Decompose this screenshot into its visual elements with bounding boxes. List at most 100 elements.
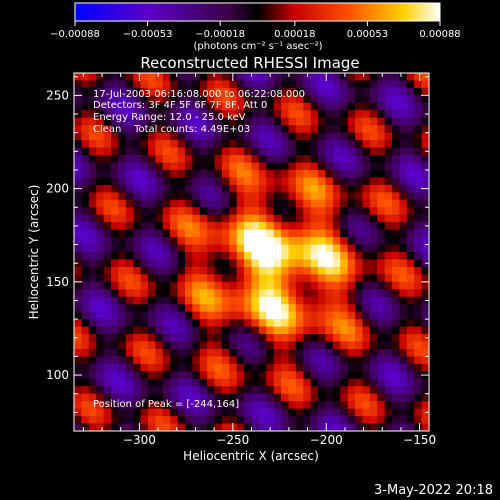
heatmap-cell [236,199,245,208]
heatmap-cell [347,259,356,268]
heatmap-cell [295,371,304,380]
heatmap-cell [221,73,230,82]
heatmap-cell [103,140,112,149]
heatmap-cell [88,363,97,372]
heatmap-cell [162,386,171,395]
heatmap-cell [303,304,312,313]
heatmap-cell [147,281,156,290]
heatmap-cell [207,132,216,141]
heatmap-cell [384,117,393,126]
heatmap-cell [266,416,275,425]
heatmap-cell [236,192,245,201]
heatmap-cell [266,371,275,380]
heatmap-cell [310,311,319,320]
heatmap-cell [177,147,186,156]
heatmap-cell [214,214,223,223]
heatmap-cell [369,214,378,223]
heatmap-cell [318,401,327,410]
heatmap-cell [207,371,216,380]
heatmap-cell [236,259,245,268]
heatmap-cell [162,341,171,350]
heatmap-cell [281,147,290,156]
heatmap-cell [318,416,327,425]
heatmap-cell [125,102,134,111]
heatmap-cell [214,281,223,290]
heatmap-cell [103,363,112,372]
heatmap-cell [325,363,334,372]
heatmap-cell [369,199,378,208]
heatmap-cell [399,73,408,82]
heatmap-cell [318,259,327,268]
heatmap-cell [295,117,304,126]
heatmap-cell [88,259,97,268]
heatmap-cell [332,237,341,246]
heatmap-cell [340,341,349,350]
heatmap-cell [81,162,90,171]
heatmap-cell [103,259,112,268]
heatmap-cell [340,416,349,425]
heatmap-cell [207,408,216,417]
heatmap-cell [392,326,401,335]
heatmap-cell [184,304,193,313]
heatmap-cell [162,80,171,89]
heatmap-cell [214,393,223,402]
heatmap-cell [125,169,134,179]
heatmap-cell [355,341,364,350]
heatmap-cell [273,192,282,201]
heatmap-cell [384,378,393,387]
heatmap-cell [273,222,282,231]
heatmap-cell [406,311,415,320]
heatmap-cell [347,162,356,171]
heatmap-cell [74,326,82,335]
heatmap-cell [362,289,371,298]
heatmap-cell [81,274,90,283]
heatmap-cell [88,110,97,119]
heatmap-cell [318,73,327,82]
heatmap-cell [184,95,193,104]
heatmap-cell [369,356,378,365]
heatmap-cell [392,87,401,96]
heatmap-cell [88,169,97,179]
heatmap-cell [325,416,334,425]
heatmap-cell [184,132,193,141]
heatmap-cell [399,192,408,201]
heatmap-cell [244,386,253,395]
heatmap-cell [340,378,349,387]
heatmap-cell [281,169,290,179]
heatmap-cell [392,281,401,290]
heatmap-cell [355,378,364,387]
heatmap-cell [318,177,327,186]
heatmap-cell [318,266,327,275]
heatmap-cell [192,423,201,431]
heatmap-cell [140,199,149,208]
heatmap-cell [221,177,230,186]
heatmap-cell [347,207,356,216]
x-tick-label: −200 [310,433,343,447]
heatmap-cell [421,125,429,134]
heatmap-cell [96,304,105,313]
heatmap-cell [369,162,378,171]
heatmap-cell [170,184,179,193]
heatmap-cell [251,222,260,231]
heatmap-cell [362,169,371,179]
heatmap-cell [118,423,127,431]
heatmap-cell [199,289,208,298]
heatmap-cell [392,110,401,119]
heatmap-cell [244,229,253,238]
heatmap-cell [177,304,186,313]
heatmap-cell [355,363,364,372]
heatmap-cell [177,259,186,268]
heatmap-cell [369,304,378,313]
heatmap-cell [118,214,127,223]
heatmap-cell [192,363,201,372]
heatmap-cell [118,162,127,171]
heatmap-cell [303,222,312,231]
heatmap-cell [214,162,223,171]
heatmap-cell [236,326,245,335]
heatmap-cell [251,87,260,96]
heatmap-cell [221,311,230,320]
heatmap-cell [88,304,97,313]
heatmap-cell [170,110,179,119]
heatmap-cell [377,199,386,208]
heatmap-cell [399,140,408,149]
